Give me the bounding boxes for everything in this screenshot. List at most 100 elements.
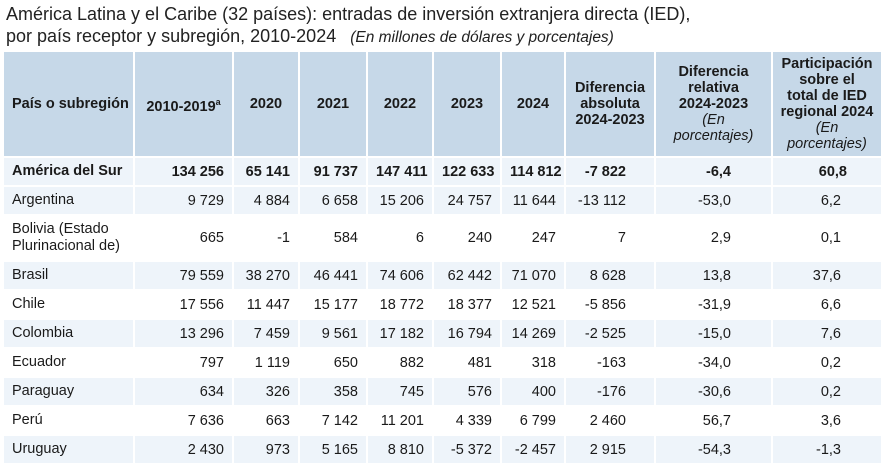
value-2022: 745 bbox=[366, 377, 433, 407]
value-share: 7,6 bbox=[771, 319, 881, 349]
value-2023: 18 377 bbox=[432, 290, 501, 320]
value-abs-diff: -13 112 bbox=[564, 186, 655, 216]
header-2023: 2023 bbox=[432, 52, 501, 158]
value-share: 6,6 bbox=[771, 290, 881, 320]
value-2021: 46 441 bbox=[298, 261, 367, 291]
value-2010-2019: 2 430 bbox=[133, 435, 233, 465]
row-label: Uruguay bbox=[4, 435, 134, 465]
row-label: Brasil bbox=[4, 261, 134, 291]
value-2023: -5 372 bbox=[432, 435, 501, 465]
value-2020: 7 459 bbox=[232, 319, 299, 349]
value-2010-2019: 634 bbox=[133, 377, 233, 407]
header-2010-2019-note: a bbox=[215, 96, 221, 107]
value-2024: 6 799 bbox=[500, 406, 565, 436]
value-share: 0,2 bbox=[771, 377, 881, 407]
value-rel-diff: 13,8 bbox=[654, 261, 772, 291]
value-rel-diff: -6,4 bbox=[654, 157, 772, 187]
value-abs-diff: 2 915 bbox=[564, 435, 655, 465]
value-2024: 71 070 bbox=[500, 261, 565, 291]
value-2021: 6 658 bbox=[298, 186, 367, 216]
value-2022: 18 772 bbox=[366, 290, 433, 320]
value-2021: 358 bbox=[298, 377, 367, 407]
value-2020: 973 bbox=[232, 435, 299, 465]
value-2022: 15 206 bbox=[366, 186, 433, 216]
header-share: Participación sobre el total de IED regi… bbox=[771, 52, 881, 158]
header-2010-2019: 2010-2019a bbox=[133, 52, 233, 158]
table-body: América del Sur 134 256 65 141 91 737 147 41… bbox=[4, 157, 881, 465]
header-row: País o subregión 2010-2019a 2020 2021 20… bbox=[4, 52, 881, 158]
header-abs-diff-l3: 2024-2023 bbox=[575, 112, 645, 128]
value-2023: 122 633 bbox=[432, 157, 501, 187]
value-2010-2019: 17 556 bbox=[133, 290, 233, 320]
value-2020: -1 bbox=[232, 215, 299, 262]
subregion-row: América del Sur 134 256 65 141 91 737 147 41… bbox=[4, 157, 881, 187]
value-2020: 326 bbox=[232, 377, 299, 407]
value-2020: 1 119 bbox=[232, 348, 299, 378]
fdi-table: País o subregión 2010-2019a 2020 2021 20… bbox=[4, 52, 881, 465]
value-2010-2019: 7 636 bbox=[133, 406, 233, 436]
value-2024: 400 bbox=[500, 377, 565, 407]
table-row: Bolivia (Estado Plurinacional de) 665 -1 58… bbox=[4, 215, 881, 262]
value-share: 6,2 bbox=[771, 186, 881, 216]
value-abs-diff: -2 525 bbox=[564, 319, 655, 349]
header-rel-diff-l3: 2024-2023 bbox=[678, 96, 749, 112]
value-2023: 481 bbox=[432, 348, 501, 378]
value-2020: 11 447 bbox=[232, 290, 299, 320]
value-2022: 8 810 bbox=[366, 435, 433, 465]
table-row: Perú 7 636 663 7 142 11 201 4 339 6 799 2 460 56… bbox=[4, 406, 881, 436]
value-rel-diff: 56,7 bbox=[654, 406, 772, 436]
table-row: Argentina 9 729 4 884 6 658 15 206 24 757 11 6… bbox=[4, 186, 881, 216]
value-2020: 38 270 bbox=[232, 261, 299, 291]
value-2024: 247 bbox=[500, 215, 565, 262]
title-line-2-text: por país receptor y subregión, 2010-2024 bbox=[6, 26, 337, 46]
row-label: América del Sur bbox=[4, 157, 134, 187]
header-2022: 2022 bbox=[366, 52, 433, 158]
value-2022: 147 411 bbox=[366, 157, 433, 187]
value-2022: 882 bbox=[366, 348, 433, 378]
value-rel-diff: -53,0 bbox=[654, 186, 772, 216]
value-rel-diff: -30,6 bbox=[654, 377, 772, 407]
table-row: Paraguay 634 326 358 745 576 400 -176 -30,6 0,2 bbox=[4, 377, 881, 407]
header-2021: 2021 bbox=[298, 52, 367, 158]
header-abs-diff-l1: Diferencia bbox=[574, 80, 646, 96]
value-share: 60,8 bbox=[771, 157, 881, 187]
header-abs-diff: Diferencia absoluta 2024-2023 bbox=[564, 52, 655, 158]
value-2010-2019: 134 256 bbox=[133, 157, 233, 187]
table-title: América Latina y el Caribe (32 países): … bbox=[6, 3, 690, 49]
value-abs-diff: -5 856 bbox=[564, 290, 655, 320]
value-2023: 24 757 bbox=[432, 186, 501, 216]
row-label: Perú bbox=[4, 406, 134, 436]
value-2021: 584 bbox=[298, 215, 367, 262]
header-share-l2: sobre el bbox=[799, 72, 855, 88]
value-2024: 12 521 bbox=[500, 290, 565, 320]
header-rel-diff-unit: (En porcentajes) bbox=[673, 112, 754, 144]
row-label: Paraguay bbox=[4, 377, 134, 407]
header-share-l1: Participación bbox=[781, 56, 873, 72]
value-2021: 650 bbox=[298, 348, 367, 378]
value-2022: 74 606 bbox=[366, 261, 433, 291]
value-2020: 4 884 bbox=[232, 186, 299, 216]
value-2021: 15 177 bbox=[298, 290, 367, 320]
value-share: 37,6 bbox=[771, 261, 881, 291]
header-2020: 2020 bbox=[232, 52, 299, 158]
value-abs-diff: -7 822 bbox=[564, 157, 655, 187]
value-2023: 576 bbox=[432, 377, 501, 407]
value-share: 3,6 bbox=[771, 406, 881, 436]
value-2010-2019: 9 729 bbox=[133, 186, 233, 216]
value-2010-2019: 79 559 bbox=[133, 261, 233, 291]
value-2023: 4 339 bbox=[432, 406, 501, 436]
value-2021: 7 142 bbox=[298, 406, 367, 436]
value-2010-2019: 13 296 bbox=[133, 319, 233, 349]
value-2024: 114 812 bbox=[500, 157, 565, 187]
table-row: Colombia 13 296 7 459 9 561 17 182 16 794 14 2… bbox=[4, 319, 881, 349]
header-share-unit: (En porcentajes) bbox=[787, 120, 867, 152]
value-abs-diff: 8 628 bbox=[564, 261, 655, 291]
value-2022: 17 182 bbox=[366, 319, 433, 349]
header-rel-diff-l2: relativa bbox=[688, 80, 739, 96]
value-share: 0,1 bbox=[771, 215, 881, 262]
value-2024: 11 644 bbox=[500, 186, 565, 216]
value-rel-diff: -34,0 bbox=[654, 348, 772, 378]
value-2021: 5 165 bbox=[298, 435, 367, 465]
row-label: Argentina bbox=[4, 186, 134, 216]
value-share: 0,2 bbox=[771, 348, 881, 378]
